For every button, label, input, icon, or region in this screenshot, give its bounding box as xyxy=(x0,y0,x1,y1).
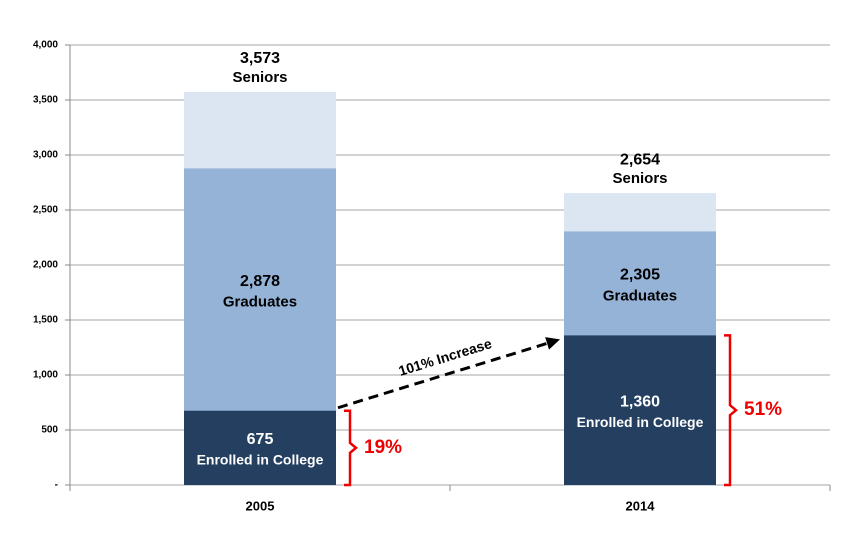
bar xyxy=(184,410,336,485)
arrow-head xyxy=(545,337,560,350)
arrow-annotation: 101% Increase xyxy=(397,335,494,379)
series-label: Seniors xyxy=(232,69,287,86)
y-tick-label: 3,500 xyxy=(33,95,58,106)
percent-annotation: 19% xyxy=(364,437,402,458)
y-tick-label: 3,000 xyxy=(33,150,58,161)
y-tick-label: 500 xyxy=(41,425,58,436)
y-tick-label: 1,000 xyxy=(33,370,58,381)
series-label: Seniors xyxy=(612,170,667,187)
bracket xyxy=(724,334,738,487)
percent-annotation: 51% xyxy=(744,399,782,420)
x-tick-label: 2005 xyxy=(246,498,275,513)
bar xyxy=(564,335,716,485)
y-tick-label: 4,000 xyxy=(33,40,58,51)
series-label: Enrolled in College xyxy=(197,452,324,468)
series-label: Enrolled in College xyxy=(577,414,704,430)
value-label: 1,360 xyxy=(620,393,660,410)
x-tick-label: 2014 xyxy=(626,498,656,513)
y-tick-label: - xyxy=(55,480,58,491)
value-label: 675 xyxy=(247,431,274,448)
y-tick-label: 2,500 xyxy=(33,205,58,216)
series-label: Graduates xyxy=(603,287,677,304)
value-label: 3,573 xyxy=(240,50,280,67)
series-label: Graduates xyxy=(223,294,297,311)
value-label: 2,305 xyxy=(620,267,660,284)
y-tick-label: 2,000 xyxy=(33,260,58,271)
y-tick-label: 1,500 xyxy=(33,315,58,326)
value-label: 2,878 xyxy=(240,273,280,290)
value-label: 2,654 xyxy=(620,151,660,168)
bracket xyxy=(344,409,358,487)
arrow-line xyxy=(337,341,549,410)
